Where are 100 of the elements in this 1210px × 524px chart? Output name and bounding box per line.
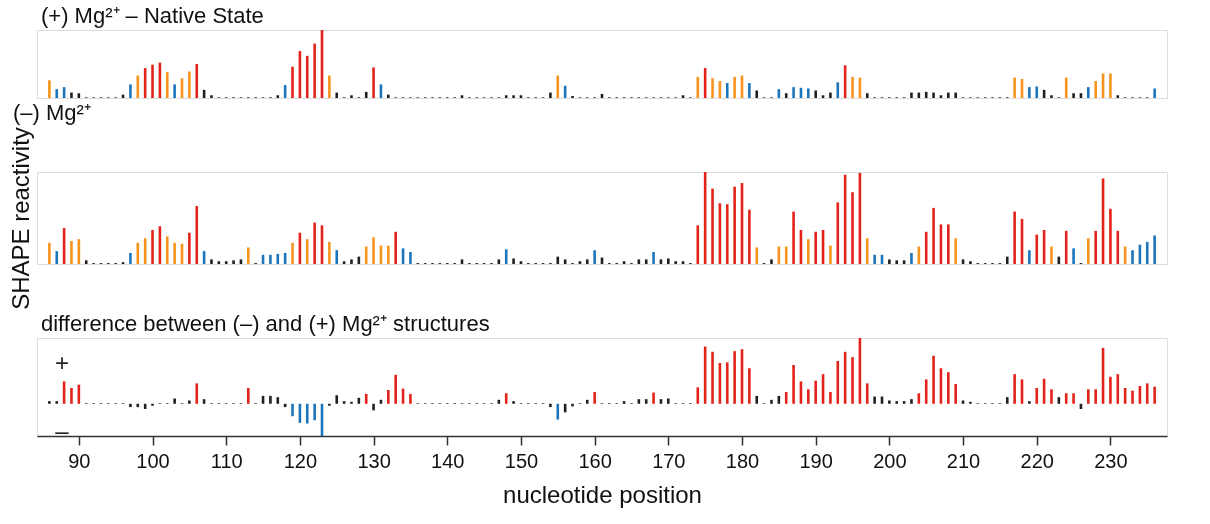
bar: [969, 261, 972, 264]
bar: [55, 401, 59, 404]
bar: [364, 393, 368, 404]
bar: [173, 242, 176, 264]
bar: [814, 90, 817, 98]
bar: [924, 91, 928, 98]
bar: [829, 92, 832, 98]
x-tick-label: 180: [725, 449, 760, 472]
bar: [129, 403, 132, 408]
bar: [652, 252, 655, 264]
bar: [247, 247, 250, 264]
bar: [1013, 211, 1016, 264]
bar: [276, 95, 280, 98]
bar: [305, 403, 309, 424]
bar: [1064, 393, 1068, 404]
bar: [888, 259, 891, 264]
bar: [1087, 238, 1090, 264]
bar: [394, 374, 397, 404]
bar: [865, 383, 869, 404]
bar: [364, 91, 368, 98]
annotation: +: [54, 348, 70, 376]
bar: [1072, 393, 1075, 404]
bar: [814, 231, 817, 264]
bar: [504, 393, 508, 404]
x-tick-label: 130: [357, 449, 391, 472]
bar: [1131, 250, 1134, 264]
bar: [1145, 383, 1149, 404]
bar: [784, 246, 788, 264]
bar: [1064, 230, 1068, 264]
bar: [1035, 234, 1039, 264]
bar: [807, 239, 810, 264]
bar: [711, 78, 714, 98]
x-tick-label: 230: [1094, 449, 1128, 472]
bar: [924, 379, 928, 404]
bar: [350, 259, 353, 264]
y-axis-title: SHAPE reactivity: [6, 127, 34, 310]
bar: [136, 403, 140, 408]
bar: [48, 242, 51, 264]
bar: [556, 403, 560, 420]
bar: [1116, 230, 1120, 264]
bar: [188, 71, 191, 98]
bar: [328, 241, 331, 264]
bar: [733, 186, 736, 264]
bar: [387, 245, 390, 264]
x-axis-title: nucleotide position: [503, 480, 702, 508]
bar: [829, 391, 832, 404]
bar: [173, 398, 176, 404]
bar: [932, 207, 935, 264]
bar: [748, 209, 751, 264]
bar: [224, 261, 228, 264]
bar: [954, 384, 957, 404]
bar: [836, 202, 840, 264]
bar: [1087, 87, 1090, 98]
bar: [1087, 389, 1090, 404]
bar: [195, 206, 199, 264]
bar: [585, 399, 589, 404]
bar: [696, 225, 700, 264]
bar: [585, 259, 589, 264]
bar: [350, 95, 353, 98]
bar: [571, 95, 574, 98]
bar: [1050, 246, 1053, 264]
bar: [512, 95, 515, 98]
bar: [328, 75, 331, 98]
bar: [276, 253, 280, 264]
bar: [387, 94, 390, 98]
x-tick-label: 220: [1020, 449, 1054, 472]
bar: [954, 92, 957, 98]
bar: [1116, 95, 1120, 98]
bar: [269, 254, 272, 264]
bar: [55, 251, 59, 264]
bar: [136, 75, 140, 98]
bar: [910, 92, 913, 98]
bar: [1050, 95, 1053, 98]
bar: [1109, 73, 1112, 98]
x-tick-label: 210: [946, 449, 981, 472]
bar: [667, 398, 670, 404]
bar: [784, 93, 788, 98]
bar: [1013, 77, 1016, 98]
bar: [652, 392, 655, 404]
bar: [888, 400, 891, 404]
bar: [173, 84, 176, 98]
bar: [313, 43, 316, 98]
bar: [836, 82, 840, 98]
bar: [770, 399, 773, 404]
bar: [48, 401, 51, 404]
bar: [792, 87, 795, 98]
bar: [644, 399, 648, 404]
bar: [1153, 386, 1156, 404]
bar: [895, 401, 899, 404]
bar: [210, 259, 213, 264]
bar: [1131, 390, 1134, 404]
bar: [210, 95, 213, 98]
bar: [829, 245, 832, 264]
bar: [748, 368, 751, 404]
bar: [70, 92, 73, 98]
x-tick-label: 120: [283, 449, 318, 472]
bar: [932, 355, 935, 404]
bar: [556, 256, 560, 264]
bar: [725, 83, 729, 98]
bar: [188, 400, 191, 404]
